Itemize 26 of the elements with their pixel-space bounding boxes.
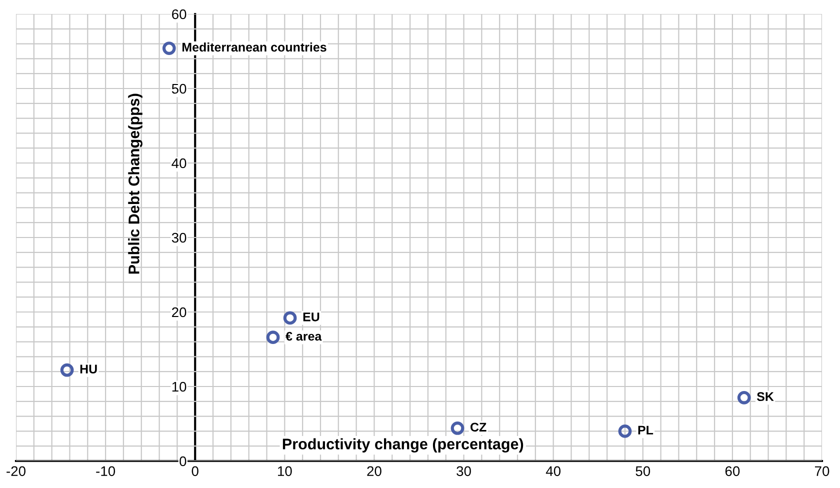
y-tick-label: 20 [172,307,186,318]
annotation: PL [638,426,654,434]
annotation: CZ [470,422,486,432]
x-tick-label: -20 [6,466,26,476]
x-tick-label: -10 [96,466,116,476]
x-tick-label: 50 [636,466,650,476]
x-tick-label: 30 [456,466,471,476]
y-axis-title: Public Debt Change(pps) [128,94,142,274]
annotation: HU [80,364,97,374]
x-tick-label: 0 [192,466,198,476]
y-tick-label: 60 [172,9,186,20]
y-tick-label: 50 [172,84,186,94]
x-tick-label: 70 [814,466,830,476]
y-tick-label: 0 [180,456,186,466]
y-tick-label: 30 [172,232,186,243]
annotation: Mediterranean countries [182,42,326,52]
y-tick-label: 40 [172,158,186,168]
x-tick-label: 10 [278,466,292,476]
y-tick-label: 10 [172,382,186,392]
x-tick-label: 20 [367,466,382,476]
x-tick-label: 60 [725,466,740,476]
annotation: SK [756,392,774,402]
x-tick-label: 40 [546,466,561,476]
annotation: EU [303,312,320,322]
x-axis-title: Productivity change (percentage) [282,438,524,453]
annotation: € area [286,332,322,341]
